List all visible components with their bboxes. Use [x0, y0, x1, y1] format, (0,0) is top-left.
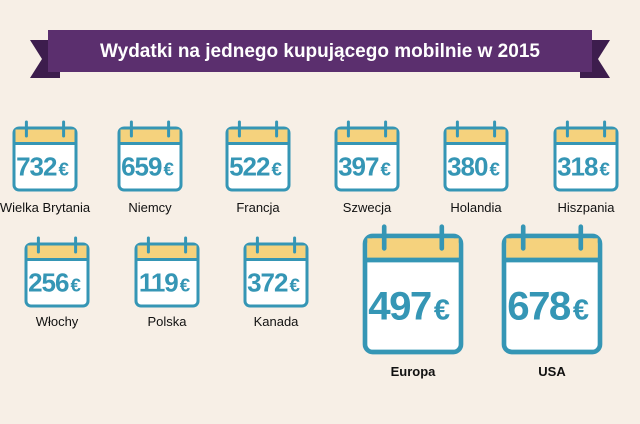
currency: €	[180, 274, 191, 295]
calendar-card: 372 € Kanada	[243, 236, 309, 329]
amount: 397 €	[338, 151, 391, 181]
country-label: Hiszpania	[557, 200, 615, 215]
calendar-card: 522 € Francja	[225, 120, 291, 215]
amount-value: 119	[139, 267, 178, 297]
calendar-header	[246, 245, 306, 260]
title: Wydatki na jednego kupującego mobilnie w…	[100, 41, 540, 62]
amount-value: 678	[507, 283, 571, 328]
currency: €	[380, 158, 391, 179]
amount: 732 €	[16, 151, 69, 181]
currency: €	[289, 274, 300, 295]
country-label: USA	[538, 364, 566, 379]
country-label: Włochy	[36, 314, 79, 329]
calendar-header	[137, 245, 197, 260]
amount: 119 €	[139, 267, 191, 297]
calendar-body	[362, 233, 464, 355]
amount: 380 €	[447, 151, 500, 181]
amount-value: 497	[368, 283, 431, 328]
country-label: Francja	[236, 200, 280, 215]
amount-value: 256	[28, 267, 69, 297]
banner	[48, 30, 592, 72]
amount-value: 732	[16, 151, 57, 181]
amount-value: 372	[247, 267, 288, 297]
currency: €	[434, 294, 450, 326]
country-label: Niemcy	[128, 200, 172, 215]
amount: 659 €	[121, 151, 174, 181]
amount: 372 €	[247, 267, 300, 297]
calendar-header	[15, 129, 75, 144]
calendar-header	[367, 238, 459, 260]
calendar-header	[446, 129, 506, 144]
amount-value: 659	[121, 151, 162, 181]
calendar-card: 659 € Niemcy	[117, 120, 183, 215]
calendar-card: 119 € Polska	[134, 236, 200, 329]
calendar-card: 732 € Wielka Brytania	[0, 120, 91, 215]
currency: €	[163, 158, 174, 179]
calendar-card: 380 € Holandia	[443, 120, 509, 215]
calendar-card: 497 € Europa	[362, 224, 464, 379]
country-label: Polska	[147, 314, 187, 329]
calendar-header	[120, 129, 180, 144]
calendar-card: 256 € Włochy	[24, 236, 90, 329]
calendar-body	[501, 233, 603, 355]
amount: 256 €	[28, 267, 81, 297]
currency: €	[599, 158, 610, 179]
country-label: Holandia	[450, 200, 502, 215]
amount: 678 €	[507, 283, 589, 328]
amount: 318 €	[557, 151, 610, 181]
country-label: Wielka Brytania	[0, 200, 91, 215]
amount: 522 €	[229, 151, 282, 181]
calendar-header	[506, 238, 598, 260]
currency: €	[573, 294, 589, 326]
currency: €	[489, 158, 500, 179]
calendar-header	[27, 245, 87, 260]
country-label: Kanada	[254, 314, 300, 329]
calendar-header	[228, 129, 288, 144]
amount-value: 397	[338, 151, 379, 181]
calendar-card: 318 € Hiszpania	[553, 120, 619, 215]
currency: €	[70, 274, 81, 295]
calendar-header	[337, 129, 397, 144]
amount-value: 318	[557, 151, 598, 181]
country-label: Szwecja	[343, 200, 392, 215]
amount-value: 380	[447, 151, 488, 181]
amount-value: 522	[229, 151, 270, 181]
currency: €	[58, 158, 69, 179]
calendar-card: 678 € USA	[501, 224, 603, 379]
amount: 497 €	[368, 283, 450, 328]
calendar-header	[556, 129, 616, 144]
calendar-card: 397 € Szwecja	[334, 120, 400, 215]
country-label: Europa	[391, 364, 437, 379]
currency: €	[271, 158, 282, 179]
